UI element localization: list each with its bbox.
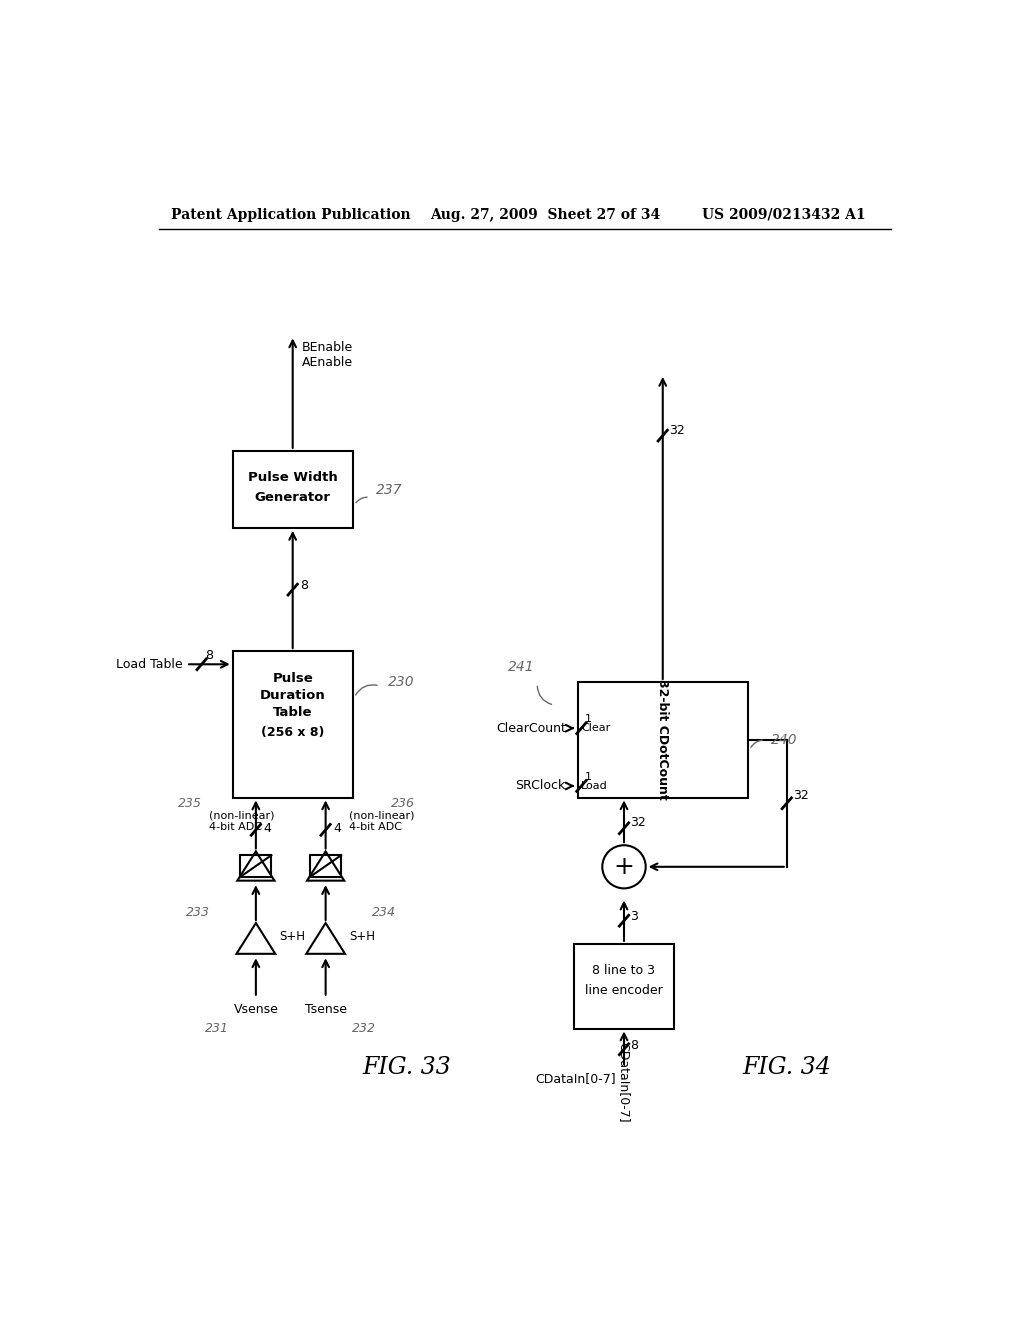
Text: Aug. 27, 2009  Sheet 27 of 34: Aug. 27, 2009 Sheet 27 of 34 (430, 207, 660, 222)
Text: (non-linear): (non-linear) (209, 810, 274, 821)
Text: Table: Table (273, 706, 312, 719)
Text: 240: 240 (771, 733, 798, 747)
Text: 230: 230 (388, 675, 415, 689)
Text: 8: 8 (205, 648, 213, 661)
Text: 235: 235 (178, 797, 202, 810)
Text: 32: 32 (669, 424, 685, 437)
Text: CDataIn[0-7]: CDataIn[0-7] (617, 1041, 631, 1123)
Text: 1: 1 (586, 772, 592, 781)
Text: 8 line to 3: 8 line to 3 (593, 964, 655, 977)
Text: 32-bit CDotCount: 32-bit CDotCount (656, 680, 670, 800)
Text: Generator: Generator (255, 491, 331, 504)
Text: +: + (613, 855, 635, 879)
Text: CDataIn[0-7]: CDataIn[0-7] (536, 1072, 616, 1085)
Text: line encoder: line encoder (585, 983, 663, 997)
Text: FIG. 34: FIG. 34 (742, 1056, 831, 1078)
Text: 8: 8 (630, 1039, 638, 1052)
Text: Patent Application Publication: Patent Application Publication (171, 207, 411, 222)
Text: S+H: S+H (280, 929, 305, 942)
Text: FIG. 33: FIG. 33 (362, 1056, 452, 1078)
Text: Load: Load (582, 781, 608, 791)
Text: 232: 232 (352, 1022, 377, 1035)
Bar (232, 451, 352, 528)
Text: S+H: S+H (349, 929, 375, 942)
Text: 32: 32 (630, 816, 646, 829)
Text: Pulse Width: Pulse Width (248, 471, 338, 484)
Text: 4: 4 (263, 822, 271, 834)
Text: 8: 8 (300, 579, 308, 593)
Text: Clear: Clear (582, 723, 610, 733)
Text: 236: 236 (391, 797, 415, 810)
Text: 1: 1 (586, 714, 592, 723)
Text: (non-linear): (non-linear) (349, 810, 415, 821)
Text: US 2009/0213432 A1: US 2009/0213432 A1 (701, 207, 865, 222)
Text: Load Table: Load Table (116, 657, 182, 671)
Text: SRClock: SRClock (516, 779, 566, 792)
Bar (232, 651, 352, 797)
Text: Tsense: Tsense (304, 1003, 347, 1016)
Text: ClearCount: ClearCount (496, 722, 566, 735)
Text: BEnable: BEnable (302, 341, 353, 354)
Bar (310, 855, 341, 876)
Text: 4-bit ADC: 4-bit ADC (209, 822, 262, 832)
Bar (241, 855, 271, 876)
Text: 4: 4 (334, 822, 341, 834)
Bar (573, 944, 675, 1028)
Text: 231: 231 (205, 1022, 229, 1035)
Text: 4-bit ADC: 4-bit ADC (349, 822, 401, 832)
Text: 237: 237 (376, 483, 402, 496)
Text: 241: 241 (508, 660, 535, 673)
Text: 233: 233 (185, 907, 210, 920)
Text: Pulse: Pulse (272, 672, 313, 685)
Text: (256 x 8): (256 x 8) (261, 726, 325, 739)
Text: Duration: Duration (260, 689, 326, 702)
Bar (578, 682, 748, 797)
Text: AEnable: AEnable (302, 356, 353, 370)
Text: Vsense: Vsense (233, 1003, 279, 1016)
Text: 32: 32 (793, 789, 809, 803)
Text: 3: 3 (630, 911, 638, 924)
Text: 234: 234 (372, 907, 395, 920)
